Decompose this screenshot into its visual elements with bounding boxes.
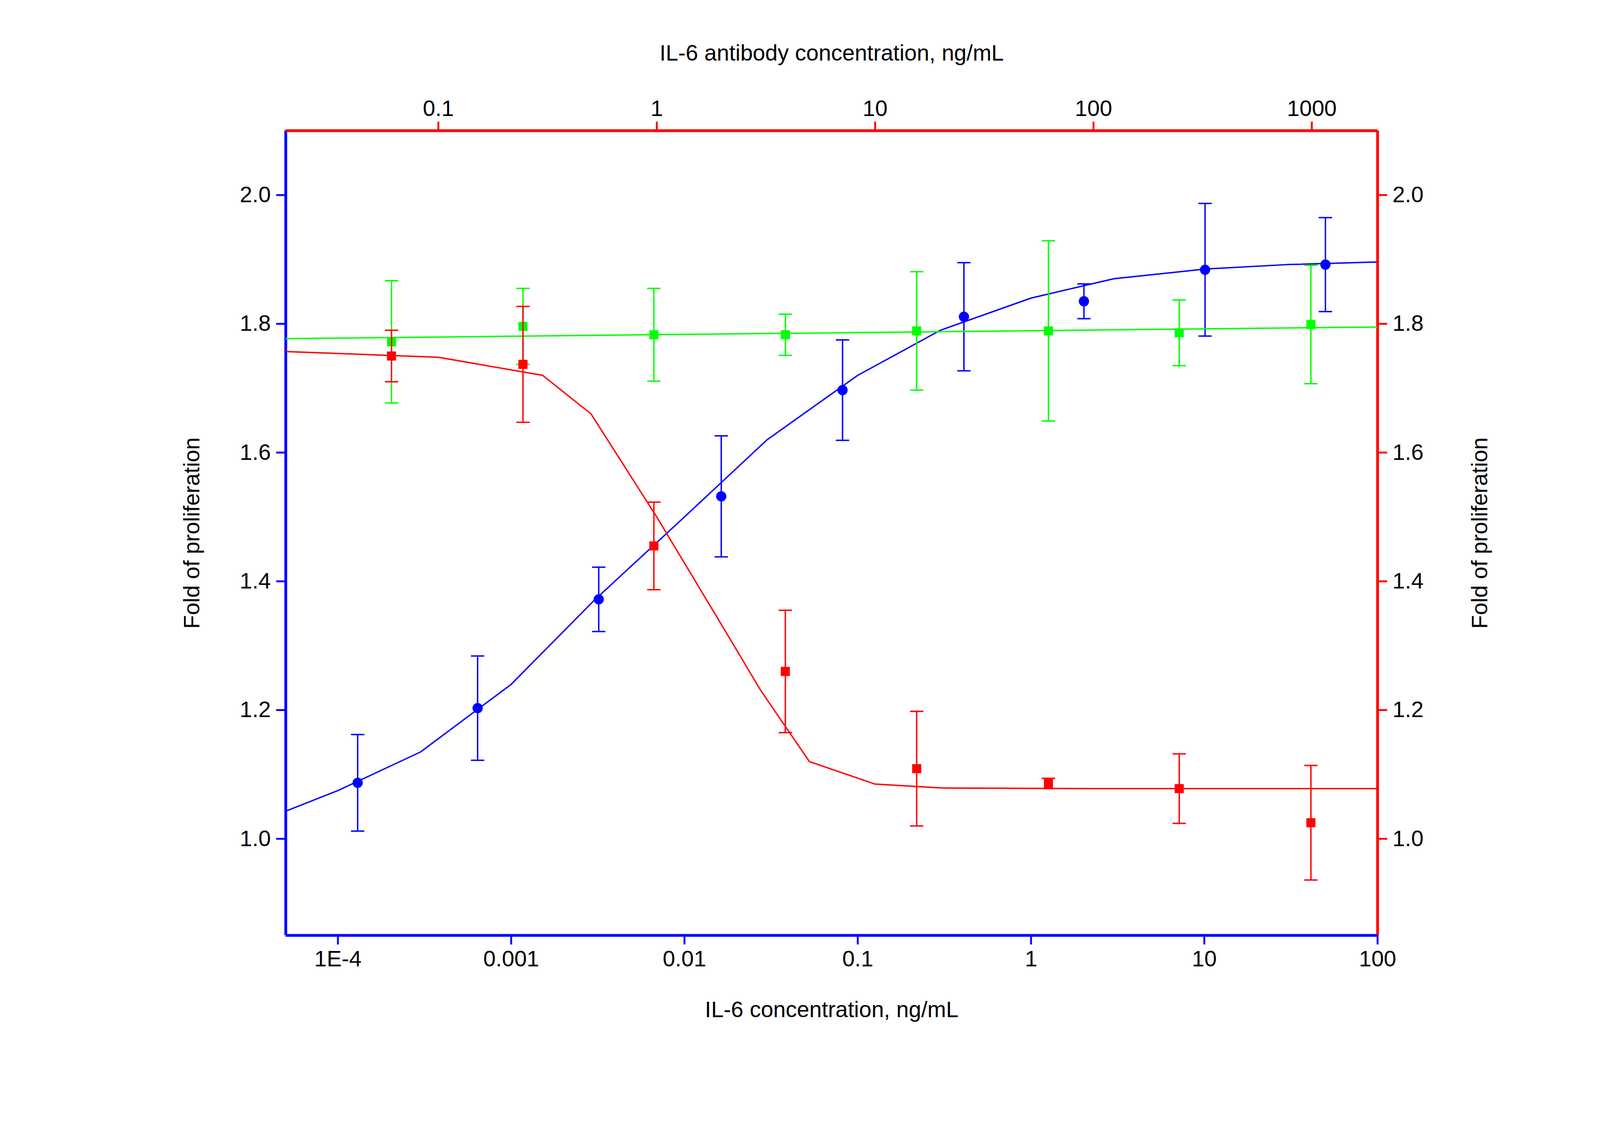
svg-text:1.4: 1.4 bbox=[239, 568, 272, 593]
svg-text:1.6: 1.6 bbox=[239, 439, 272, 465]
svg-text:1: 1 bbox=[1024, 946, 1038, 971]
svg-text:1.0: 1.0 bbox=[239, 825, 272, 851]
svg-text:0.01: 0.01 bbox=[662, 946, 707, 971]
svg-text:100: 100 bbox=[1075, 95, 1113, 121]
svg-text:Fold of proliferation: Fold of proliferation bbox=[1467, 437, 1492, 629]
svg-text:0.1: 0.1 bbox=[842, 946, 874, 971]
svg-text:1000: 1000 bbox=[1286, 95, 1337, 121]
svg-text:1E-4: 1E-4 bbox=[314, 946, 362, 971]
svg-text:0.1: 0.1 bbox=[422, 95, 455, 121]
svg-text:1.0: 1.0 bbox=[1392, 825, 1424, 851]
svg-text:1: 1 bbox=[650, 95, 664, 121]
svg-text:10: 10 bbox=[1191, 946, 1217, 971]
svg-text:2.0: 2.0 bbox=[239, 182, 272, 207]
svg-text:10: 10 bbox=[862, 95, 888, 121]
svg-text:100: 100 bbox=[1358, 946, 1396, 971]
svg-text:IL-6 concentration, ng/mL: IL-6 concentration, ng/mL bbox=[704, 996, 959, 1022]
svg-text:0.001: 0.001 bbox=[483, 946, 539, 971]
svg-text:1.8: 1.8 bbox=[239, 310, 272, 336]
svg-text:Fold of proliferation: Fold of proliferation bbox=[179, 437, 205, 629]
svg-text:1.6: 1.6 bbox=[1392, 439, 1424, 465]
svg-text:1.8: 1.8 bbox=[1392, 310, 1424, 336]
svg-text:1.4: 1.4 bbox=[1392, 568, 1424, 593]
svg-text:IL-6 antibody concentration, n: IL-6 antibody concentration, ng/mL bbox=[659, 40, 1004, 66]
svg-text:1.2: 1.2 bbox=[239, 696, 272, 722]
svg-text:1.2: 1.2 bbox=[1392, 696, 1424, 722]
svg-text:2.0: 2.0 bbox=[1392, 182, 1424, 207]
